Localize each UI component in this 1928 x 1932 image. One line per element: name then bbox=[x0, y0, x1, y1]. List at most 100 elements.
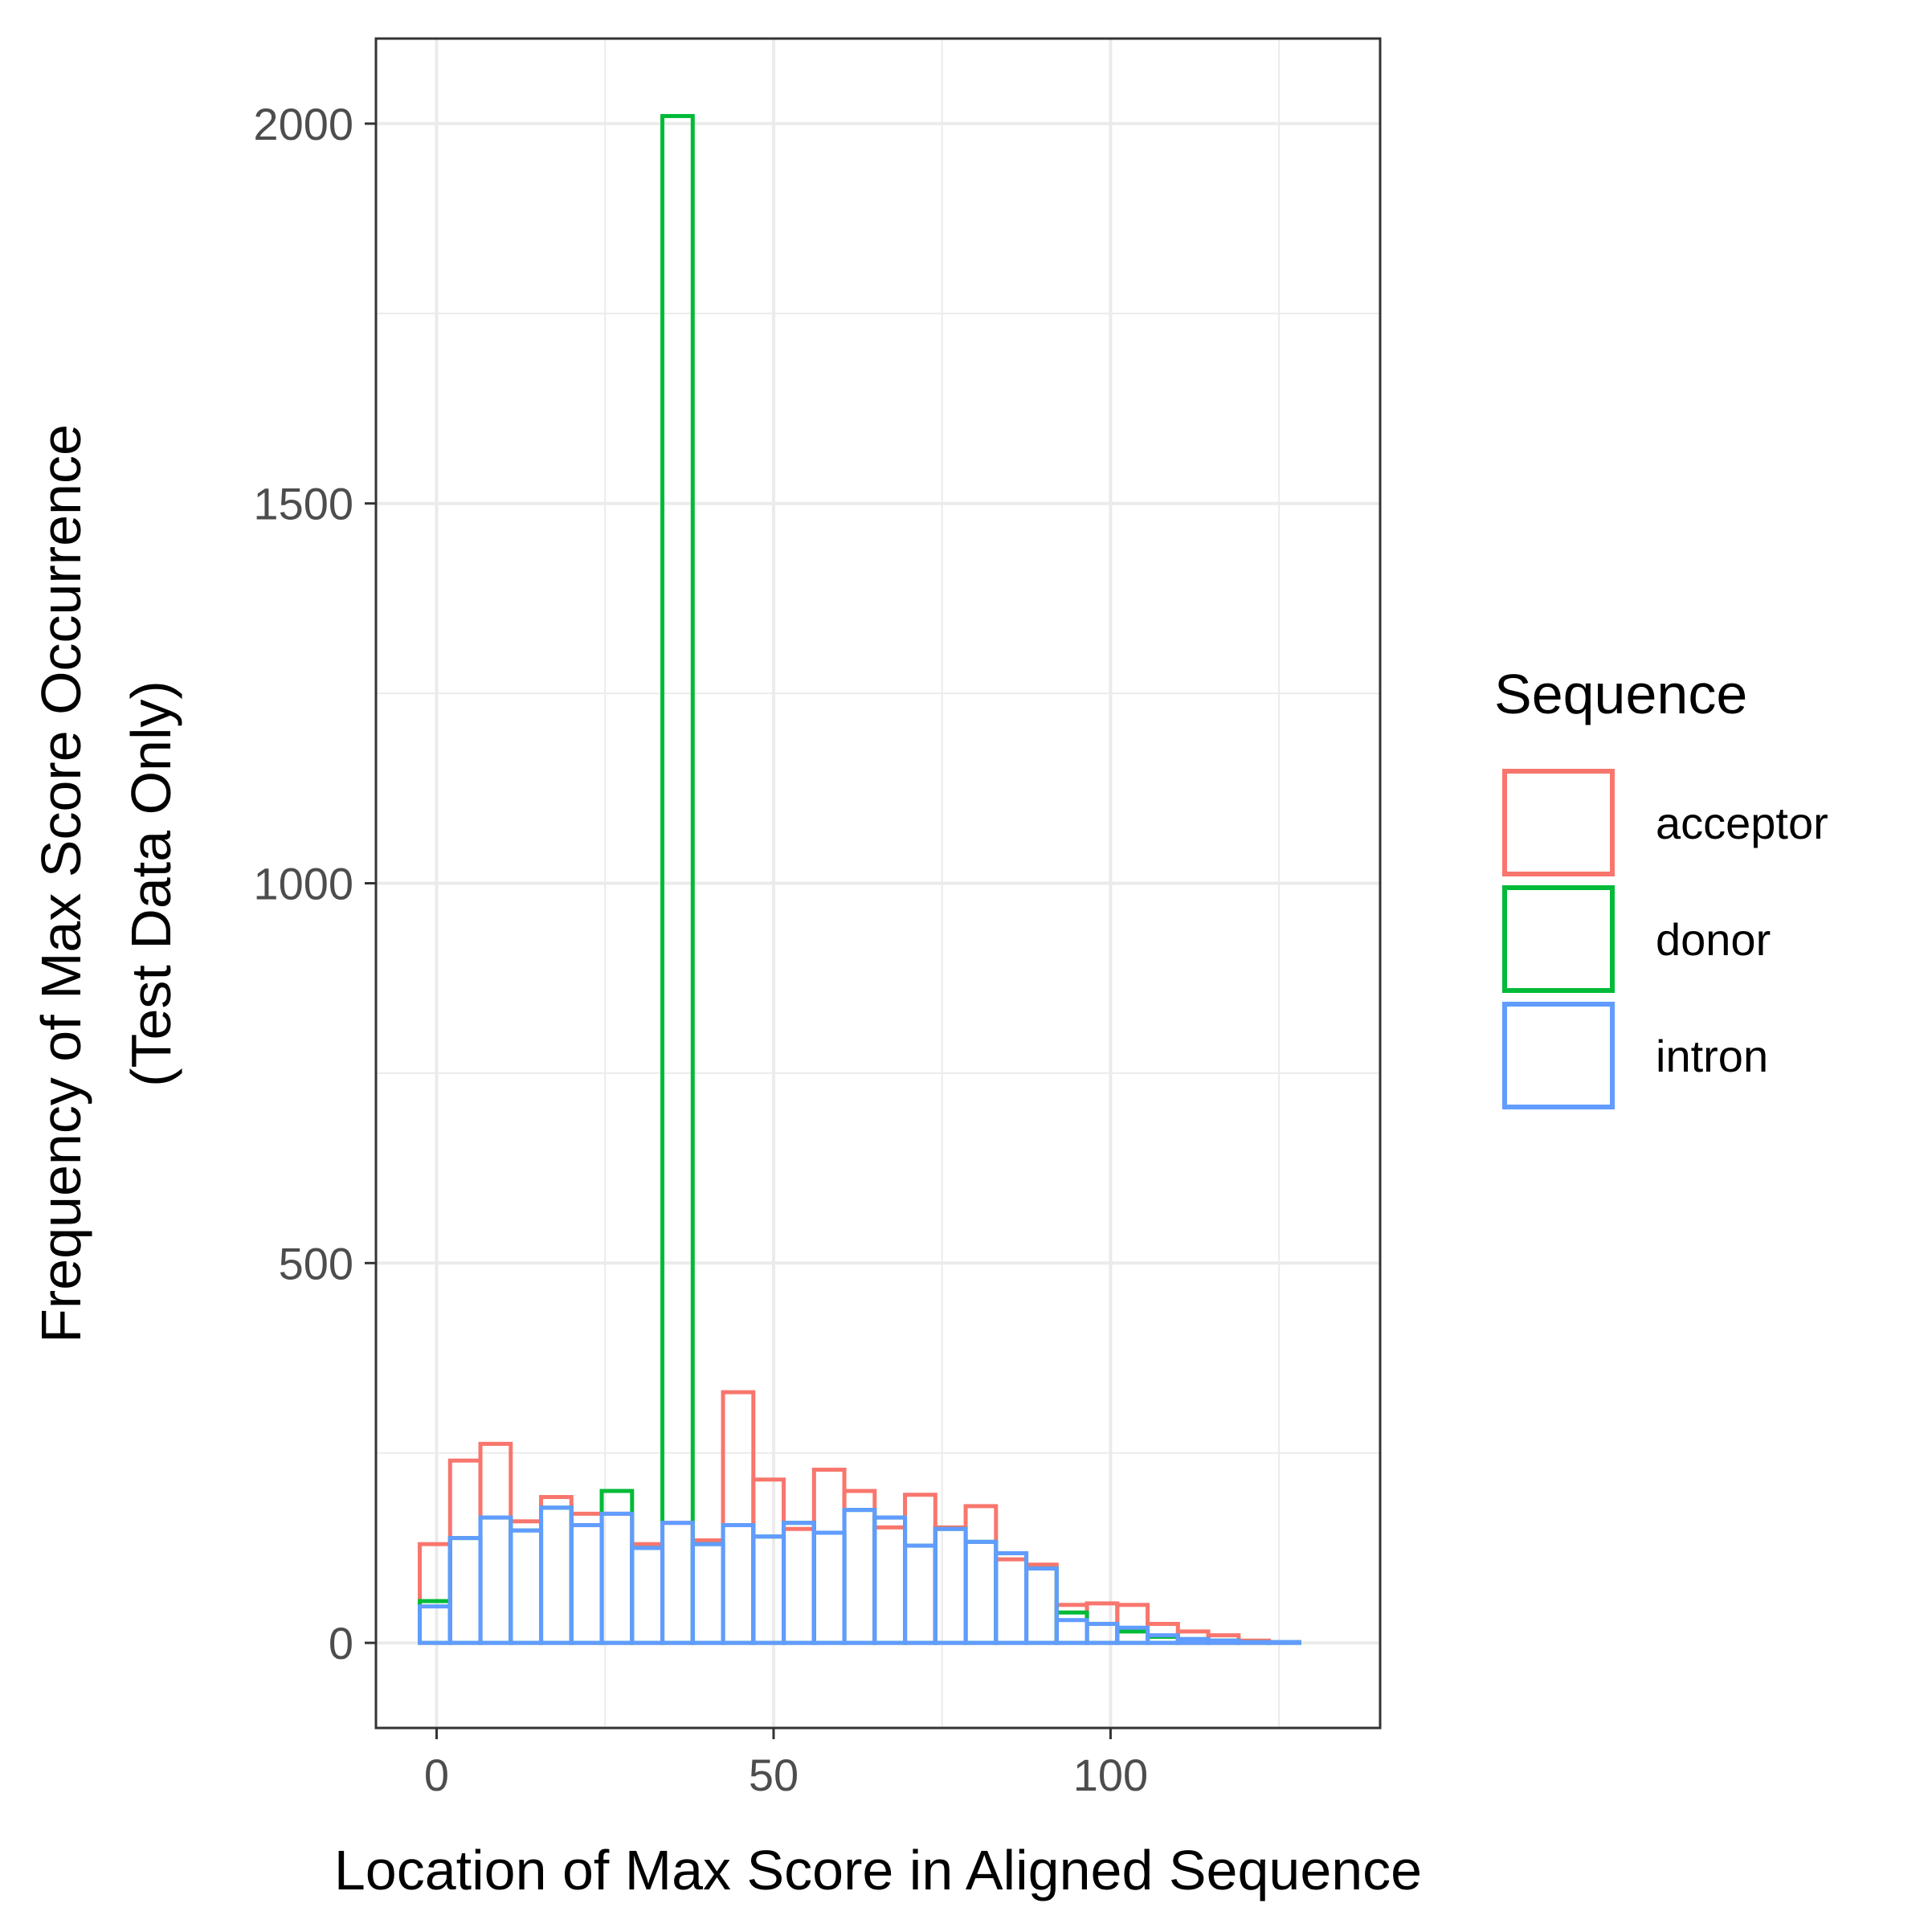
series-intron bbox=[418, 1505, 1301, 1645]
bar-donor bbox=[933, 1526, 968, 1645]
bar-acceptor bbox=[1024, 1562, 1059, 1645]
bar-donor bbox=[1024, 1566, 1059, 1645]
bar-donor bbox=[690, 1542, 725, 1645]
bar-intron bbox=[1084, 1621, 1120, 1645]
bar-acceptor bbox=[599, 1511, 635, 1645]
bar-acceptor bbox=[963, 1504, 999, 1645]
x-axis-title: Location of Max Score in Aligned Sequenc… bbox=[334, 1839, 1422, 1901]
bar-acceptor bbox=[539, 1495, 574, 1645]
series-acceptor bbox=[418, 1390, 1301, 1645]
bar-acceptor bbox=[447, 1458, 483, 1645]
bar-intron bbox=[630, 1546, 665, 1645]
grid-lines bbox=[376, 39, 1380, 1728]
x-tick-label: 0 bbox=[424, 1750, 449, 1800]
legend-title: Sequence bbox=[1494, 663, 1747, 725]
bar-intron bbox=[933, 1526, 968, 1645]
legend-key-donor bbox=[1502, 885, 1615, 993]
bar-acceptor bbox=[1115, 1603, 1150, 1645]
y-tick-label: 1500 bbox=[253, 479, 353, 529]
y-tick-label: 0 bbox=[329, 1618, 353, 1669]
bar-intron bbox=[539, 1505, 574, 1645]
bar-donor bbox=[569, 1523, 604, 1645]
bar-donor bbox=[478, 1515, 513, 1645]
bar-intron bbox=[447, 1536, 483, 1645]
bar-donor bbox=[1054, 1610, 1089, 1645]
bar-acceptor bbox=[509, 1519, 544, 1645]
legend-label-intron: intron bbox=[1656, 1031, 1768, 1081]
bar-intron bbox=[1054, 1618, 1089, 1645]
bar-intron bbox=[872, 1515, 908, 1645]
bar-intron bbox=[811, 1530, 847, 1645]
bar-donor bbox=[751, 1534, 786, 1645]
legend-key-intron bbox=[1502, 1002, 1615, 1109]
y-tick-label: 2000 bbox=[253, 99, 353, 149]
bar-intron bbox=[660, 1521, 695, 1645]
bar-acceptor bbox=[872, 1525, 908, 1645]
axes: 0 500 1000 1500 2000 0 50 100 bbox=[253, 99, 1148, 1800]
bar-donor bbox=[903, 1543, 937, 1645]
series-donor bbox=[418, 113, 1301, 1645]
bar-intron bbox=[509, 1528, 544, 1645]
bar-intron bbox=[1175, 1636, 1211, 1645]
bar-intron bbox=[690, 1542, 725, 1645]
bar-donor bbox=[842, 1508, 877, 1645]
bar-acceptor bbox=[994, 1557, 1029, 1645]
bar-donor bbox=[721, 1523, 756, 1645]
bar-acceptor bbox=[811, 1467, 847, 1645]
bar-intron bbox=[994, 1551, 1029, 1645]
bar-intron bbox=[842, 1508, 877, 1645]
y-tick-label: 500 bbox=[279, 1238, 353, 1289]
bar-donor bbox=[447, 1536, 483, 1645]
bar-donor bbox=[509, 1528, 544, 1645]
bar-donor bbox=[1084, 1621, 1120, 1645]
bar-intron bbox=[478, 1515, 513, 1645]
bar-intron bbox=[963, 1539, 999, 1645]
legend-label-donor: donor bbox=[1656, 914, 1771, 965]
bar-acceptor bbox=[782, 1526, 816, 1645]
legend: Sequence acceptor donor intron bbox=[1494, 663, 1828, 1109]
bar-intron bbox=[599, 1511, 635, 1645]
bar-intron bbox=[1236, 1640, 1272, 1645]
bar-donor bbox=[872, 1515, 908, 1645]
bar-donor bbox=[660, 113, 695, 1645]
bar-donor bbox=[630, 1546, 665, 1645]
bar-intron bbox=[418, 1604, 452, 1645]
bar-acceptor bbox=[933, 1525, 968, 1645]
bar-acceptor bbox=[418, 1542, 452, 1645]
bar-acceptor bbox=[660, 1521, 695, 1645]
bar-intron bbox=[1267, 1640, 1301, 1645]
y-axis-title-line-1: Frequency of Max Score Occurrence bbox=[30, 424, 92, 1343]
bar-donor bbox=[782, 1521, 816, 1645]
bar-intron bbox=[1146, 1633, 1180, 1645]
legend-item-acceptor: acceptor bbox=[1502, 769, 1828, 876]
bar-acceptor bbox=[478, 1441, 513, 1645]
bar-acceptor bbox=[569, 1511, 604, 1645]
bar-acceptor bbox=[630, 1542, 665, 1645]
legend-key-acceptor bbox=[1502, 769, 1615, 876]
bar-intron bbox=[903, 1543, 937, 1645]
bar-acceptor bbox=[842, 1489, 877, 1645]
bar-acceptor bbox=[751, 1477, 786, 1645]
x-tick-label: 50 bbox=[749, 1750, 799, 1800]
bar-donor bbox=[539, 1505, 574, 1645]
legend-item-donor: donor bbox=[1502, 885, 1771, 993]
x-tick-label: 100 bbox=[1073, 1750, 1148, 1800]
bar-donor bbox=[811, 1530, 847, 1645]
bar-intron bbox=[1024, 1566, 1059, 1645]
bar-intron bbox=[721, 1523, 756, 1645]
bar-donor bbox=[994, 1551, 1029, 1645]
bar-intron bbox=[782, 1521, 816, 1645]
bar-acceptor bbox=[721, 1390, 756, 1645]
y-axis-title-line-2: (Test Data Only) bbox=[120, 680, 182, 1087]
bar-intron bbox=[1206, 1638, 1241, 1645]
legend-item-intron: intron bbox=[1502, 1002, 1768, 1109]
y-tick-label: 1000 bbox=[253, 859, 353, 909]
bar-intron bbox=[751, 1534, 786, 1645]
bar-intron bbox=[569, 1523, 604, 1645]
bar-donor bbox=[963, 1539, 999, 1645]
histogram-bars bbox=[418, 113, 1301, 1645]
legend-label-acceptor: acceptor bbox=[1656, 798, 1828, 848]
bar-acceptor bbox=[903, 1493, 937, 1645]
